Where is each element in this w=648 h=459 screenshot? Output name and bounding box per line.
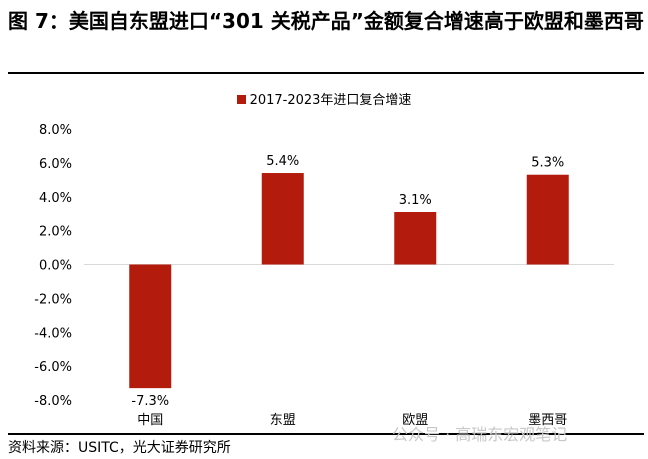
x-tick-label: 中国 xyxy=(137,413,163,428)
legend-label: 2017-2023年进口复合增速 xyxy=(249,93,412,108)
title-divider xyxy=(8,72,644,74)
data-label: 3.1% xyxy=(399,193,432,208)
legend-swatch xyxy=(236,95,246,104)
source-divider xyxy=(8,433,644,435)
bar xyxy=(261,173,304,265)
x-tick-label: 东盟 xyxy=(270,413,296,428)
bar xyxy=(394,211,437,265)
y-tick-label: -4.0% xyxy=(34,326,72,341)
y-tick-label: -8.0% xyxy=(34,394,72,409)
source-note: 资料来源：USITC，光大证券研究所 xyxy=(8,440,231,456)
y-tick-label: 2.0% xyxy=(39,225,72,240)
y-tick-label: 4.0% xyxy=(39,191,72,206)
y-tick-label: -2.0% xyxy=(34,292,72,307)
x-tick-label: 欧盟 xyxy=(402,413,428,428)
bar xyxy=(129,264,172,389)
y-tick-label: 6.0% xyxy=(39,157,72,172)
y-tick-label: -6.0% xyxy=(34,360,72,375)
watermark: 公众号 · 高瑞东宏观笔记 xyxy=(392,425,568,444)
data-label: -7.3% xyxy=(131,394,169,409)
data-label: 5.4% xyxy=(266,154,299,169)
y-tick-label: 0.0% xyxy=(39,259,72,274)
bar xyxy=(526,174,569,265)
data-label: 5.3% xyxy=(531,156,564,171)
x-tick-label: 墨西哥 xyxy=(528,413,567,428)
legend: 2017-2023年进口复合增速 xyxy=(0,89,648,108)
y-tick-label: 8.0% xyxy=(39,123,72,138)
chart-title: 图 7：美国自东盟进口“301 关税产品”金额复合增速高于欧盟和墨西哥 xyxy=(8,9,644,33)
